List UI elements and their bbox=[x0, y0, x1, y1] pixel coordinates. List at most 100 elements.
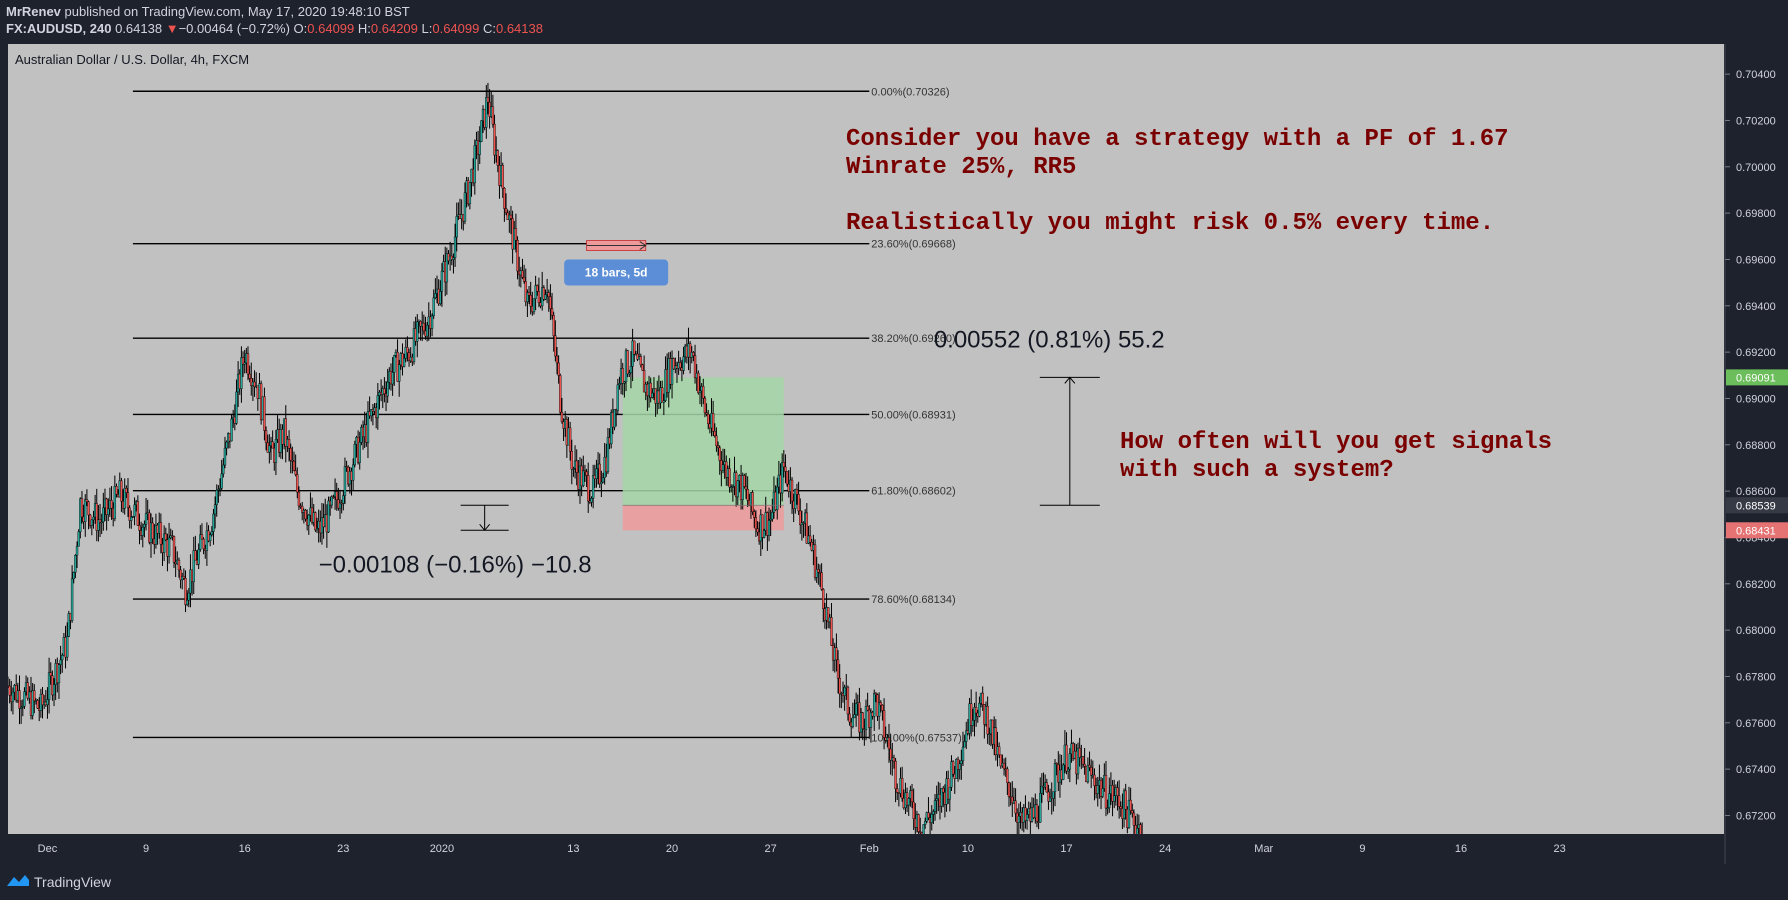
candle-body bbox=[358, 442, 361, 463]
price-label-text: 0.68431 bbox=[1736, 525, 1776, 537]
candle-body bbox=[241, 357, 245, 365]
candle-body bbox=[892, 757, 896, 762]
symbol-label[interactable]: FX:AUDUSD, 240 bbox=[6, 21, 112, 36]
x-tick-label: 9 bbox=[1359, 843, 1365, 855]
x-tick-label: 16 bbox=[239, 843, 251, 855]
candle-body bbox=[452, 257, 455, 260]
candle-body bbox=[784, 466, 787, 472]
candle-body bbox=[887, 737, 891, 750]
candle-body bbox=[1104, 775, 1108, 809]
candle-body bbox=[524, 281, 527, 303]
low-value: 0.64099 bbox=[432, 21, 480, 36]
candle-body bbox=[769, 518, 772, 521]
candle-body bbox=[468, 182, 472, 205]
candle-body bbox=[864, 706, 868, 730]
candle-body bbox=[753, 511, 756, 518]
candle-body bbox=[353, 444, 357, 466]
low-label: L: bbox=[421, 21, 433, 36]
candle-body bbox=[623, 381, 626, 384]
candle-body bbox=[1068, 753, 1072, 770]
candle-body bbox=[412, 328, 416, 362]
candle-body bbox=[463, 192, 467, 222]
candle-body bbox=[74, 555, 77, 573]
candle-body bbox=[1117, 795, 1121, 807]
candle-body bbox=[613, 409, 616, 428]
x-tick-label: 17 bbox=[1060, 843, 1072, 855]
candle-body bbox=[1076, 747, 1080, 775]
candle-body bbox=[873, 693, 876, 717]
candle-body bbox=[407, 352, 411, 361]
y-tick-label: 0.68600 bbox=[1736, 486, 1776, 498]
candle-body bbox=[253, 381, 256, 387]
x-tick-label: 27 bbox=[765, 843, 777, 855]
candle-body bbox=[491, 106, 495, 125]
y-tick-label: 0.69200 bbox=[1736, 347, 1776, 359]
candle-body bbox=[338, 502, 342, 509]
candle-body bbox=[559, 375, 562, 413]
price-change: −0.00464 (−0.72%) bbox=[178, 21, 290, 36]
candle-body bbox=[335, 491, 338, 500]
candle-body bbox=[950, 761, 953, 788]
candle-body bbox=[835, 647, 838, 661]
candle-body bbox=[1093, 774, 1096, 786]
candle-body bbox=[711, 413, 715, 432]
candle-body bbox=[1086, 764, 1090, 783]
candle-body bbox=[59, 659, 62, 665]
candle-body bbox=[703, 397, 707, 413]
candle-body bbox=[1066, 768, 1070, 772]
candle-body bbox=[264, 430, 268, 443]
candle-body bbox=[307, 514, 310, 526]
candle-body bbox=[550, 308, 554, 316]
candle-body bbox=[951, 761, 955, 775]
date-range-badge bbox=[564, 259, 669, 286]
candle-body bbox=[185, 599, 189, 605]
candle-body bbox=[920, 832, 924, 834]
candle-body bbox=[1065, 744, 1068, 772]
candle-body bbox=[552, 315, 555, 336]
footer-bar: TradingView bbox=[0, 864, 1788, 900]
annotation-line: with such a system? bbox=[1120, 457, 1394, 484]
candle-body bbox=[141, 526, 144, 536]
candle-body bbox=[84, 499, 87, 522]
candle-body bbox=[820, 572, 823, 590]
candle-body bbox=[575, 460, 578, 473]
x-tick-label: Mar bbox=[1254, 843, 1273, 855]
candle-body bbox=[223, 447, 227, 466]
publisher-name[interactable]: MrRenev bbox=[6, 4, 61, 19]
candle-body bbox=[522, 277, 526, 282]
candle-body bbox=[988, 733, 991, 736]
candle-body bbox=[332, 496, 335, 499]
candle-body bbox=[771, 512, 774, 520]
candle-body bbox=[182, 576, 186, 579]
candle-body bbox=[217, 488, 220, 491]
fib-level-label: 23.60%(0.69668) bbox=[871, 239, 955, 251]
candle-body bbox=[836, 659, 840, 679]
candle-body bbox=[697, 372, 700, 393]
tradingview-logo-icon[interactable] bbox=[6, 872, 30, 888]
candle-body bbox=[213, 504, 217, 515]
candle-body bbox=[731, 486, 735, 488]
candle-body bbox=[36, 700, 39, 709]
x-tick-label: 16 bbox=[1455, 843, 1467, 855]
candle-body bbox=[1096, 785, 1099, 794]
candle-body bbox=[879, 702, 882, 706]
candle-body bbox=[797, 494, 800, 512]
candle-body bbox=[910, 790, 914, 803]
candle-body bbox=[516, 240, 519, 272]
candle-body bbox=[715, 435, 718, 446]
candle-body bbox=[1101, 788, 1104, 797]
candle-body bbox=[1011, 796, 1014, 804]
candle-body bbox=[430, 315, 434, 329]
candle-body bbox=[18, 690, 21, 709]
candle-body bbox=[555, 355, 559, 364]
candle-body bbox=[1132, 812, 1136, 826]
candle-body bbox=[973, 707, 976, 721]
candle-body bbox=[342, 495, 345, 504]
candle-body bbox=[136, 501, 140, 526]
brand-label[interactable]: TradingView bbox=[34, 874, 112, 890]
candle-body bbox=[102, 507, 105, 523]
candle-body bbox=[493, 123, 496, 156]
fib-level-label: 100.00%(0.67537) bbox=[871, 732, 962, 744]
candle-body bbox=[393, 355, 396, 373]
